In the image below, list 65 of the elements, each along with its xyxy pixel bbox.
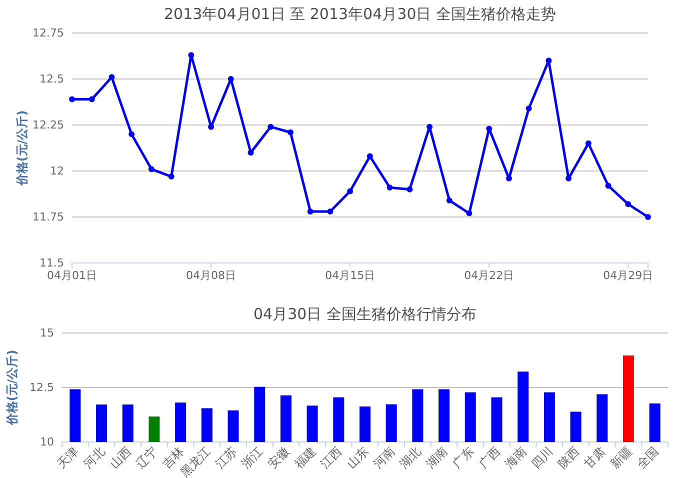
point bbox=[426, 124, 432, 130]
x-tick-label: 福建 bbox=[292, 444, 318, 472]
y-axis-title: 价格(元/公斤) bbox=[5, 350, 19, 426]
point bbox=[366, 153, 373, 160]
point bbox=[228, 76, 234, 82]
x-tick-label: 湖北 bbox=[396, 444, 424, 472]
y-tick-label: 12.75 bbox=[32, 26, 64, 40]
x-tick-label: 山西 bbox=[107, 444, 134, 472]
x-tick-label: 河南 bbox=[370, 444, 398, 472]
x-tick-label: 辽宁 bbox=[133, 444, 160, 472]
y-tick-label: 15 bbox=[40, 326, 54, 340]
x-tick-label: 浙江 bbox=[238, 444, 266, 472]
y-axis-title: 价格(元/公斤) bbox=[15, 110, 29, 187]
point bbox=[288, 129, 294, 136]
point bbox=[347, 188, 354, 194]
chart-title: 2013年04月01日 至 2013年04月30日 全国生猪价格走势 bbox=[164, 5, 556, 23]
x-tick-label: 江西 bbox=[318, 444, 345, 472]
point bbox=[605, 182, 612, 189]
x-tick-label: 山东 bbox=[344, 444, 372, 472]
x-tick-label: 04月22日 bbox=[464, 268, 514, 282]
x-tick-label: 海南 bbox=[502, 444, 530, 472]
point bbox=[108, 74, 115, 80]
point bbox=[307, 208, 314, 214]
x-tick-label: 04月15日 bbox=[325, 268, 376, 282]
point bbox=[406, 186, 413, 192]
x-tick-label: 广西 bbox=[476, 444, 503, 472]
point bbox=[168, 174, 174, 180]
x-tick-label: 江苏 bbox=[212, 444, 240, 472]
y-tick-label: 11.75 bbox=[32, 210, 64, 224]
point bbox=[466, 210, 472, 216]
point bbox=[69, 96, 75, 102]
point bbox=[546, 58, 552, 64]
y-tick-label: 11.5 bbox=[40, 256, 64, 270]
x-tick-label: 新疆 bbox=[608, 444, 635, 472]
point bbox=[645, 214, 651, 220]
point bbox=[526, 105, 532, 112]
y-tick-label: 12.5 bbox=[40, 72, 64, 86]
x-tick-label: 04月29日 bbox=[603, 268, 654, 282]
point bbox=[268, 124, 274, 130]
point bbox=[248, 150, 254, 156]
x-tick-label: 广东 bbox=[450, 444, 477, 472]
point bbox=[585, 140, 592, 146]
x-tick-label: 04月01日 bbox=[47, 268, 97, 282]
x-tick-label: 湖南 bbox=[423, 444, 450, 472]
x-tick-label: 全国 bbox=[634, 444, 661, 472]
x-tick-label: 河北 bbox=[80, 444, 108, 472]
x-tick-label: 甘肃 bbox=[581, 444, 608, 472]
point bbox=[128, 131, 135, 138]
x-tick-label: 安徽 bbox=[265, 444, 292, 472]
y-tick-label: 12.25 bbox=[32, 118, 64, 132]
point bbox=[327, 208, 334, 214]
x-tick-label: 04月08日 bbox=[186, 268, 236, 282]
point bbox=[148, 166, 154, 172]
x-tick-label: 天津 bbox=[54, 444, 82, 472]
y-tick-label: 10 bbox=[40, 436, 54, 449]
x-tick-label: 四川 bbox=[528, 444, 556, 472]
point bbox=[625, 201, 632, 208]
point bbox=[386, 184, 393, 191]
y-tick-label: 12.5 bbox=[30, 381, 54, 394]
x-tick-label: 陕西 bbox=[555, 444, 582, 472]
y-tick-label: 12 bbox=[50, 164, 64, 178]
point bbox=[566, 175, 572, 182]
chart-title: 04月30日 全国生猪价格行情分布 bbox=[254, 305, 476, 323]
point bbox=[88, 96, 95, 102]
point bbox=[446, 197, 452, 204]
